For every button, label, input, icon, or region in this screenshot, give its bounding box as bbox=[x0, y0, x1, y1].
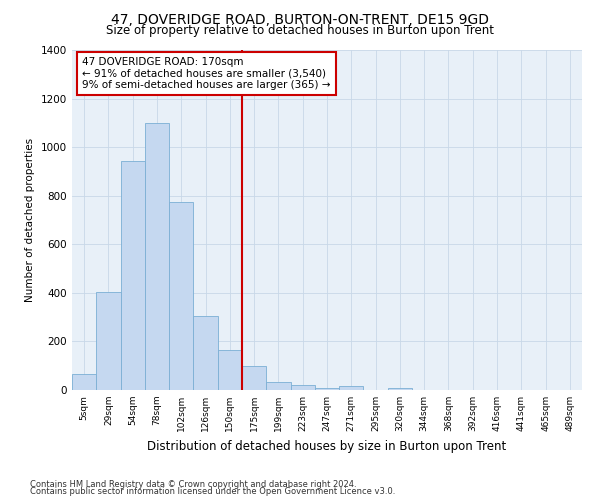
Bar bbox=[339, 386, 364, 390]
Bar bbox=[72, 374, 96, 390]
Bar bbox=[290, 385, 315, 390]
Text: Contains public sector information licensed under the Open Government Licence v3: Contains public sector information licen… bbox=[30, 488, 395, 496]
Text: Contains HM Land Registry data © Crown copyright and database right 2024.: Contains HM Land Registry data © Crown c… bbox=[30, 480, 356, 489]
Y-axis label: Number of detached properties: Number of detached properties bbox=[25, 138, 35, 302]
Text: 47 DOVERIDGE ROAD: 170sqm
← 91% of detached houses are smaller (3,540)
9% of sem: 47 DOVERIDGE ROAD: 170sqm ← 91% of detac… bbox=[82, 57, 331, 90]
Bar bbox=[266, 382, 290, 390]
Text: 47, DOVERIDGE ROAD, BURTON-ON-TRENT, DE15 9GD: 47, DOVERIDGE ROAD, BURTON-ON-TRENT, DE1… bbox=[111, 12, 489, 26]
Text: Size of property relative to detached houses in Burton upon Trent: Size of property relative to detached ho… bbox=[106, 24, 494, 37]
Bar bbox=[388, 388, 412, 390]
Bar bbox=[315, 388, 339, 390]
Bar bbox=[96, 292, 121, 390]
Bar bbox=[193, 316, 218, 390]
Bar bbox=[145, 123, 169, 390]
Bar bbox=[218, 350, 242, 390]
X-axis label: Distribution of detached houses by size in Burton upon Trent: Distribution of detached houses by size … bbox=[148, 440, 506, 452]
Bar bbox=[242, 366, 266, 390]
Bar bbox=[169, 202, 193, 390]
Bar bbox=[121, 160, 145, 390]
